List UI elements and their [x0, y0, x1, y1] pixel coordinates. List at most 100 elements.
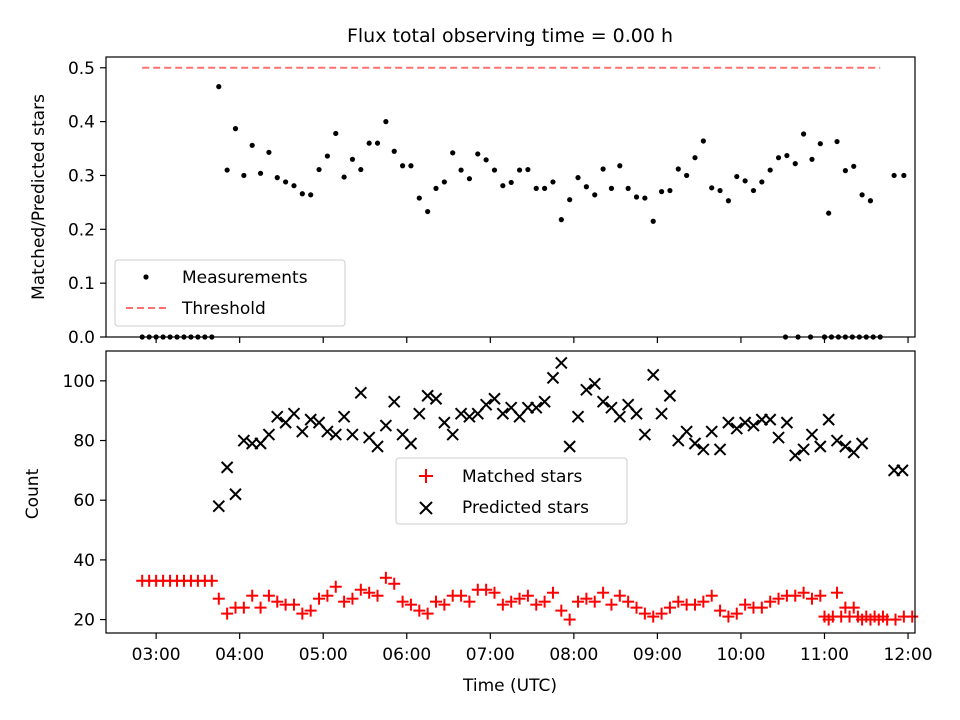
- predicted-star-point: [429, 392, 443, 405]
- matched-star-point: [205, 574, 218, 587]
- predicted-star-point: [379, 419, 393, 432]
- matched-star-point: [714, 604, 727, 617]
- matched-star-point: [597, 586, 610, 599]
- bottom-x-ticks: 03:00 04:00 05:00 06:00 07:00 08:00 09:00 10:00…: [132, 633, 933, 665]
- predicted-star-point: [647, 368, 660, 382]
- measurement-point: [450, 150, 456, 156]
- matched-star-point: [455, 589, 468, 602]
- bottom-panel: 20 40 60 80 100 03:00 04:00 05:00 06:00 07:00 08:…: [23, 350, 933, 696]
- matched-star-point: [421, 607, 434, 620]
- predicted-star-point: [388, 395, 401, 408]
- predicted-star-point: [212, 499, 225, 513]
- matched-star-point: [797, 586, 810, 599]
- predicted-star-point: [463, 410, 476, 423]
- predicted-star-point: [296, 425, 309, 438]
- measurement-point: [333, 130, 339, 137]
- measurement-point: [416, 195, 422, 201]
- measurement-point: [742, 178, 748, 184]
- matched-star-point: [739, 598, 752, 611]
- measurement-point: [658, 189, 665, 195]
- measurement-point: [717, 187, 723, 194]
- matched-star-point: [906, 610, 919, 623]
- predicted-star-point: [839, 440, 852, 453]
- predicted-star-point: [354, 386, 368, 399]
- matched-star-point: [321, 589, 334, 602]
- bottom-x-tick-label: 08:00: [549, 645, 598, 665]
- measurement-point: [500, 183, 506, 189]
- measurement-point: [408, 163, 414, 169]
- matched-star-point: [480, 583, 493, 596]
- measurement-point: [826, 210, 832, 216]
- measurement-point: [684, 172, 690, 179]
- bottom-x-tick-label: 09:00: [633, 645, 682, 665]
- matched-star-point: [246, 589, 259, 602]
- predicted-star-point: [730, 422, 743, 435]
- measurement-point: [216, 84, 222, 90]
- predicted-star-point: [747, 419, 760, 432]
- predicted-star-point: [321, 425, 334, 438]
- measurement-point: [349, 156, 356, 162]
- bottom-y-tick-label: 60: [73, 491, 95, 511]
- matched-star-point: [688, 598, 701, 611]
- matched-star-point: [697, 595, 710, 608]
- predicted-star-point: [822, 413, 835, 426]
- predicted-star-point: [237, 434, 251, 447]
- matched-star-point: [647, 610, 660, 623]
- measurement-point: [859, 192, 865, 198]
- predicted-star-point: [805, 428, 819, 441]
- matched-star-point: [563, 613, 576, 626]
- bottom-x-tick-label: 10:00: [716, 645, 765, 665]
- predicted-star-point: [488, 392, 501, 405]
- bottom-y-tick-label: 20: [73, 611, 95, 631]
- matched-star-point: [630, 601, 643, 614]
- matched-star-point: [772, 592, 785, 605]
- matched-star-point: [555, 604, 568, 617]
- legend-predicted-label: Predicted stars: [462, 498, 589, 518]
- measurement-point: [383, 119, 389, 125]
- measurement-point: [901, 172, 907, 179]
- bottom-x-tick-label: 07:00: [466, 645, 515, 665]
- measurement-point: [241, 172, 247, 179]
- matched-star-point: [313, 592, 326, 605]
- top-title: Flux total observing time = 0.00 h: [347, 25, 673, 47]
- measurement-point: [867, 198, 874, 204]
- measurement-point: [358, 166, 364, 173]
- measurement-point: [583, 184, 589, 190]
- bottom-y-tick-label: 40: [73, 551, 95, 571]
- top-panel: Flux total observing time = 0.00 h 0.00.…: [29, 25, 916, 348]
- predicted-star-point: [563, 440, 576, 453]
- matched-star-point: [730, 607, 743, 620]
- measurement-point: [399, 163, 406, 169]
- top-y-ticks: 0.0 0.1 0.2 0.3 0.4 0.5: [68, 59, 106, 348]
- top-legend-box: [114, 259, 346, 327]
- top-y-tick-label: 0.5: [68, 59, 95, 79]
- top-x-ticks: [155, 337, 909, 343]
- matched-star-point: [463, 595, 476, 608]
- measurement-point: [801, 131, 807, 137]
- predicted-star-point: [571, 410, 585, 423]
- top-y-tick-label: 0.2: [68, 220, 95, 240]
- measurement-point: [692, 155, 698, 161]
- predicted-star-point: [271, 410, 284, 423]
- measurement-point: [508, 179, 514, 186]
- legend-threshold-label: Threshold: [181, 299, 266, 319]
- matched-star-point: [388, 577, 401, 590]
- matched-star-point: [805, 592, 818, 605]
- predicted-star-point: [855, 437, 869, 450]
- matched-star-point: [655, 607, 668, 620]
- measurement-point: [224, 167, 230, 173]
- legend-predicted-marker: [419, 501, 433, 515]
- top-y-tick-label: 0.1: [68, 274, 95, 294]
- predicted-star-point: [738, 416, 752, 429]
- measurement-point: [834, 138, 840, 145]
- bottom-y-tick-label: 100: [63, 372, 95, 392]
- bottom-axes-frame: [105, 350, 916, 634]
- predicted-star-point: [830, 434, 844, 447]
- matched-star-point: [663, 601, 676, 614]
- measurement-point: [608, 185, 615, 191]
- measurement-point: [266, 149, 272, 155]
- measurement-point: [441, 179, 447, 185]
- bottom-xlabel: Time (UTC): [462, 676, 557, 696]
- predicted-star-point: [346, 428, 359, 441]
